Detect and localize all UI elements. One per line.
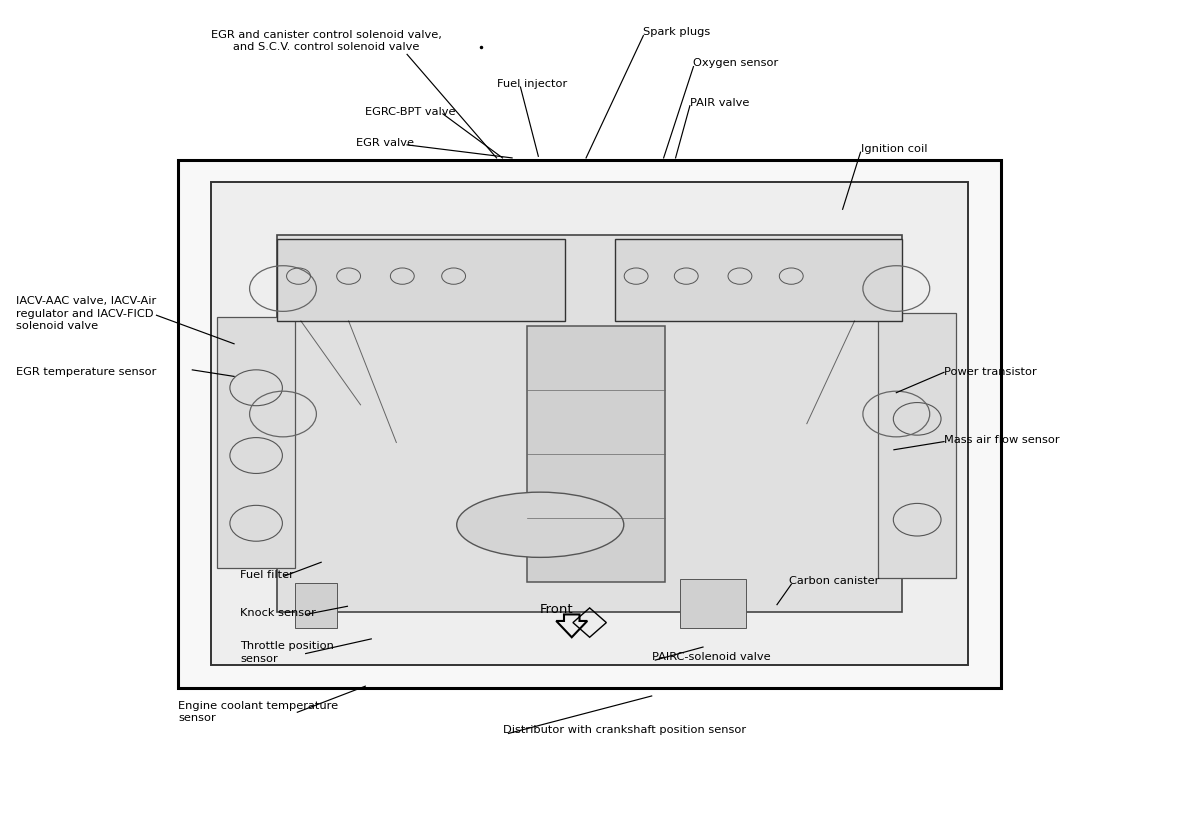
Text: Power transistor: Power transistor	[944, 366, 1037, 376]
Text: Mass air flow sensor: Mass air flow sensor	[944, 435, 1060, 445]
Bar	[212, 182, 968, 665]
Text: Knock sensor: Knock sensor	[240, 608, 316, 618]
Bar	[277, 240, 565, 321]
Bar	[277, 236, 902, 612]
Bar	[527, 326, 665, 582]
Bar	[295, 583, 337, 628]
Text: Fuel filter: Fuel filter	[240, 570, 294, 581]
Text: Front: Front	[539, 603, 573, 616]
Text: Carbon canister: Carbon canister	[789, 576, 879, 587]
Bar	[878, 312, 956, 578]
Text: Spark plugs: Spark plugs	[643, 28, 710, 38]
Text: Distributor with crankshaft position sensor: Distributor with crankshaft position sen…	[502, 726, 745, 735]
Text: EGR and canister control solenoid valve,
and S.C.V. control solenoid valve: EGR and canister control solenoid valve,…	[210, 30, 441, 52]
Text: Ignition coil: Ignition coil	[860, 144, 927, 154]
Bar	[615, 240, 902, 321]
Bar	[218, 317, 295, 569]
Text: Fuel injector: Fuel injector	[496, 79, 567, 89]
Text: EGR valve: EGR valve	[355, 138, 414, 148]
Bar	[681, 579, 746, 628]
Text: Engine coolant temperature
sensor: Engine coolant temperature sensor	[178, 701, 338, 723]
Ellipse shape	[457, 492, 624, 557]
Text: PAIR valve: PAIR valve	[690, 97, 749, 108]
Text: Throttle position
sensor: Throttle position sensor	[240, 641, 334, 663]
Text: PAIRC-solenoid valve: PAIRC-solenoid valve	[652, 652, 770, 662]
Polygon shape	[178, 160, 1001, 688]
Text: EGRC-BPT valve: EGRC-BPT valve	[365, 107, 456, 117]
Text: EGR temperature sensor: EGR temperature sensor	[16, 366, 157, 376]
Text: Oxygen sensor: Oxygen sensor	[694, 58, 779, 69]
Text: IACV-AAC valve, IACV-Air
regulator and IACV-FICD
solenoid valve: IACV-AAC valve, IACV-Air regulator and I…	[16, 296, 155, 331]
